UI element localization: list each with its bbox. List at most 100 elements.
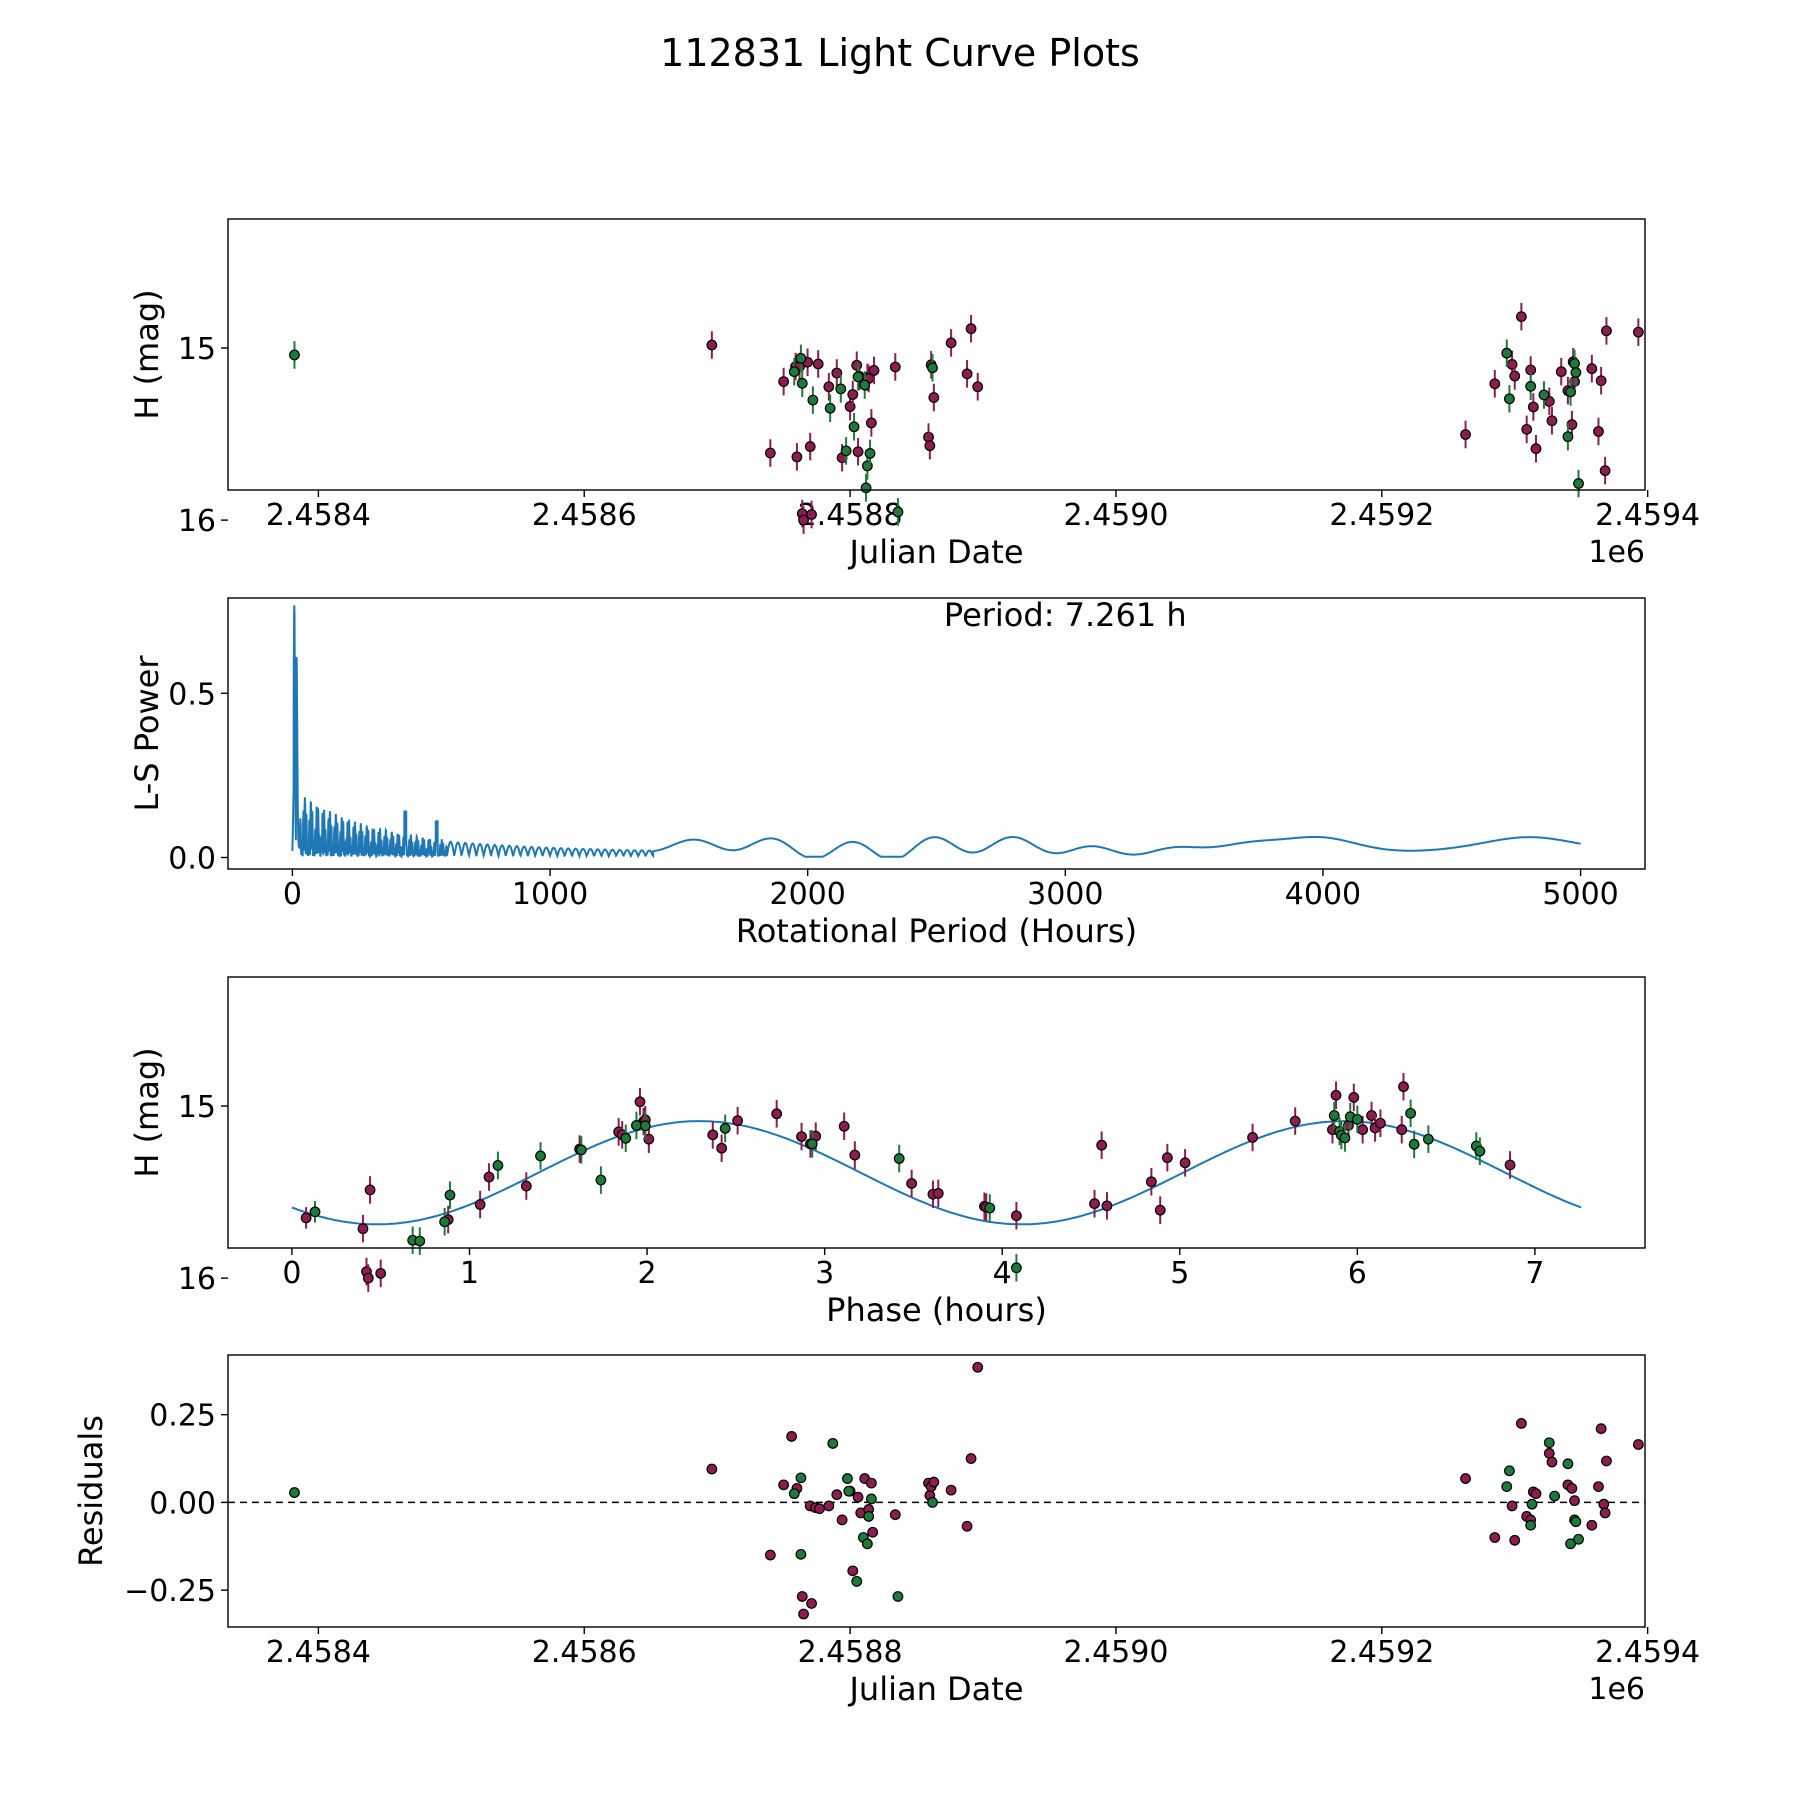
data-point-green — [1501, 1481, 1513, 1493]
x-tick-label: 2.4584 — [266, 498, 371, 533]
data-point-magenta — [796, 1591, 808, 1602]
data-point-magenta — [732, 1115, 744, 1127]
data-point-magenta — [867, 1526, 879, 1538]
data-point-magenta — [786, 1431, 798, 1442]
data-point-green — [864, 448, 876, 459]
x-axis-label: Rotational Period (Hours) — [736, 912, 1137, 950]
data-point-magenta — [945, 1484, 957, 1496]
data-point-green — [1408, 1138, 1420, 1150]
y-tick-label: 0.5 — [168, 677, 216, 712]
data-point-magenta — [961, 368, 973, 380]
data-point-magenta — [1515, 311, 1527, 323]
phased-panel: 0 1 2 3 4 5 6 7 15 16 Phase (hours) H (mag) — [128, 976, 1646, 1329]
data-point-magenta — [1632, 326, 1644, 338]
data-point-green — [439, 1216, 451, 1228]
data-point-green — [848, 421, 860, 433]
data-point-magenta — [812, 358, 824, 370]
data-point-magenta — [483, 1171, 495, 1183]
data-point-magenta — [643, 1133, 655, 1145]
data-point-green — [1543, 1437, 1555, 1449]
x-axis-label: Julian Date — [847, 1670, 1023, 1708]
y-tick-label: 0.00 — [149, 1486, 216, 1521]
data-point-green — [893, 1153, 905, 1164]
data-point-green — [1565, 1538, 1576, 1550]
data-point-green — [1351, 1113, 1363, 1125]
data-point-magenta — [1396, 1124, 1408, 1136]
data-point-magenta — [1595, 1423, 1607, 1435]
data-point-magenta — [1330, 1089, 1342, 1101]
data-point-magenta — [706, 339, 718, 351]
axes-frame — [227, 1354, 1646, 1628]
data-point-magenta — [1145, 1176, 1157, 1188]
data-point-magenta — [847, 389, 859, 400]
data-point-green — [795, 352, 807, 364]
data-point-magenta — [1593, 1481, 1604, 1493]
data-point-green — [1525, 1519, 1537, 1531]
data-point-magenta — [1460, 429, 1471, 440]
data-point-magenta — [928, 392, 940, 403]
x-tick-label: 2.4592 — [1329, 1635, 1434, 1670]
data-point-magenta — [804, 441, 816, 452]
data-point-green — [788, 366, 800, 378]
data-point-magenta — [814, 1503, 825, 1515]
y-tick-label: 0.25 — [149, 1399, 216, 1434]
x-tick-label: 0 — [282, 1256, 301, 1291]
data-point-magenta — [1289, 1115, 1301, 1127]
x-tick-label: 2.4590 — [1063, 498, 1168, 533]
data-point-magenta — [924, 440, 936, 452]
data-point-magenta — [1546, 1456, 1558, 1468]
data-point-magenta — [831, 367, 843, 379]
data-point-magenta — [716, 1142, 728, 1154]
data-point-magenta — [1154, 1204, 1166, 1216]
data-point-magenta — [1096, 1139, 1108, 1151]
y-axis-label: H (mag) — [128, 1047, 166, 1177]
data-point-green — [595, 1174, 607, 1186]
y-tick-label: 0.0 — [168, 842, 216, 877]
data-point-magenta — [798, 1608, 809, 1620]
data-point-magenta — [823, 381, 835, 393]
data-point-green — [1549, 1490, 1561, 1502]
x-tick-label: 4000 — [1285, 877, 1361, 912]
data-point-green — [492, 1160, 504, 1171]
data-point-magenta — [1489, 1532, 1501, 1543]
data-point-magenta — [1504, 1159, 1516, 1171]
data-point-green — [1569, 358, 1580, 369]
data-point-magenta — [1586, 1519, 1598, 1531]
data-point-green — [863, 1511, 875, 1522]
data-point-green — [865, 1493, 877, 1505]
data-point-magenta — [1348, 1092, 1360, 1103]
data-point-green — [840, 445, 852, 457]
data-point-magenta — [965, 323, 977, 335]
data-point-green — [1570, 1516, 1582, 1528]
data-point-magenta — [764, 1549, 776, 1561]
data-point-magenta — [928, 1476, 940, 1488]
data-point-magenta — [1527, 401, 1539, 413]
x-tick-label: 4 — [993, 1256, 1012, 1291]
data-point-magenta — [778, 1479, 790, 1491]
data-point-magenta — [1509, 370, 1521, 382]
data-point-magenta — [1586, 363, 1598, 375]
x-tick-label: 1 — [460, 1256, 479, 1291]
data-point-green — [1504, 1465, 1515, 1477]
data-point-magenta — [1601, 325, 1612, 337]
data-point-magenta — [362, 1272, 374, 1284]
data-point-green — [535, 1150, 546, 1162]
x-offset-label: 1e6 — [1588, 535, 1645, 570]
data-point-green — [719, 1123, 731, 1134]
lightcurve-panel: 2.4584 2.4586 2.4588 2.4590 2.4592 2.45941516… — [128, 218, 1700, 571]
x-tick-label: 2.4590 — [1063, 1635, 1168, 1670]
data-point-green — [824, 402, 836, 414]
data-point-green — [1339, 1132, 1351, 1144]
data-point-magenta — [364, 1184, 376, 1196]
data-point-magenta — [849, 1149, 861, 1161]
plot-area — [291, 605, 1581, 860]
data-point-green — [861, 1538, 873, 1550]
data-point-green — [289, 1487, 300, 1498]
data-point-magenta — [972, 381, 984, 393]
data-point-magenta — [1599, 465, 1611, 477]
x-tick-label: 5 — [1170, 1256, 1189, 1291]
plot-area — [228, 1361, 1645, 1620]
data-point-magenta — [1598, 1498, 1610, 1510]
x-tick-label: 7 — [1525, 1256, 1544, 1291]
data-point-green — [796, 377, 808, 389]
